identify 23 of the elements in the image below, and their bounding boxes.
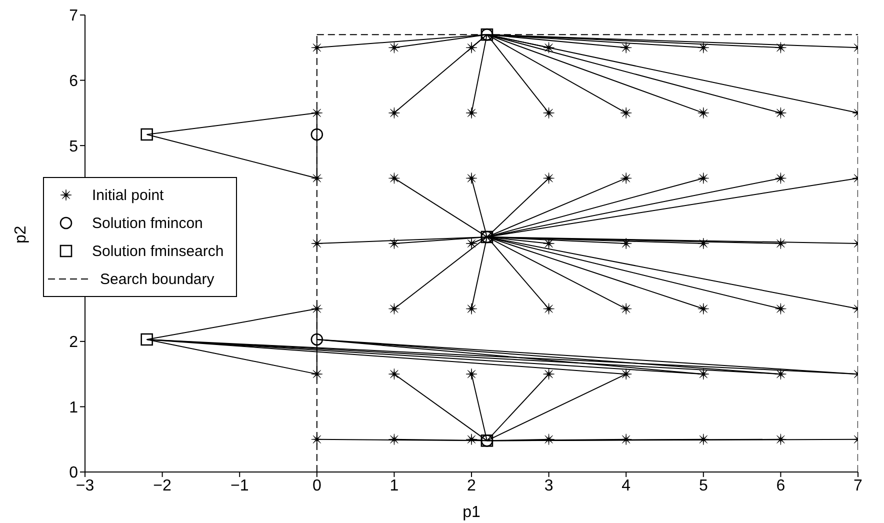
legend-label: Initial point — [92, 186, 164, 204]
legend-label: Solution fminsearch — [92, 242, 224, 260]
x-tick-label: −3 — [76, 477, 94, 494]
x-tick-label: 4 — [622, 477, 631, 494]
y-axis-title: p2 — [12, 226, 30, 244]
x-tick-label: 1 — [390, 477, 399, 494]
x-tick-label: 7 — [854, 477, 863, 494]
x-tick-label: 6 — [776, 477, 786, 494]
legend-label: Solution fmincon — [92, 214, 203, 232]
y-tick-label: 6 — [69, 72, 78, 90]
y-tick-label: 7 — [69, 8, 78, 25]
x-tick-label: −2 — [153, 477, 172, 494]
y-tick-label: 5 — [69, 138, 78, 156]
x-tick-label: −1 — [230, 477, 249, 494]
y-tick-label: 1 — [69, 399, 78, 416]
legend-label: Search boundary — [100, 270, 214, 288]
x-tick-label: 0 — [312, 477, 322, 494]
x-tick-label: 2 — [467, 477, 476, 494]
x-axis-title: p1 — [462, 504, 480, 521]
x-tick-label: 5 — [698, 477, 708, 494]
x-tick-label: 3 — [544, 477, 554, 494]
y-tick-label: 2 — [69, 334, 78, 352]
y-tick-label: 0 — [69, 464, 78, 482]
